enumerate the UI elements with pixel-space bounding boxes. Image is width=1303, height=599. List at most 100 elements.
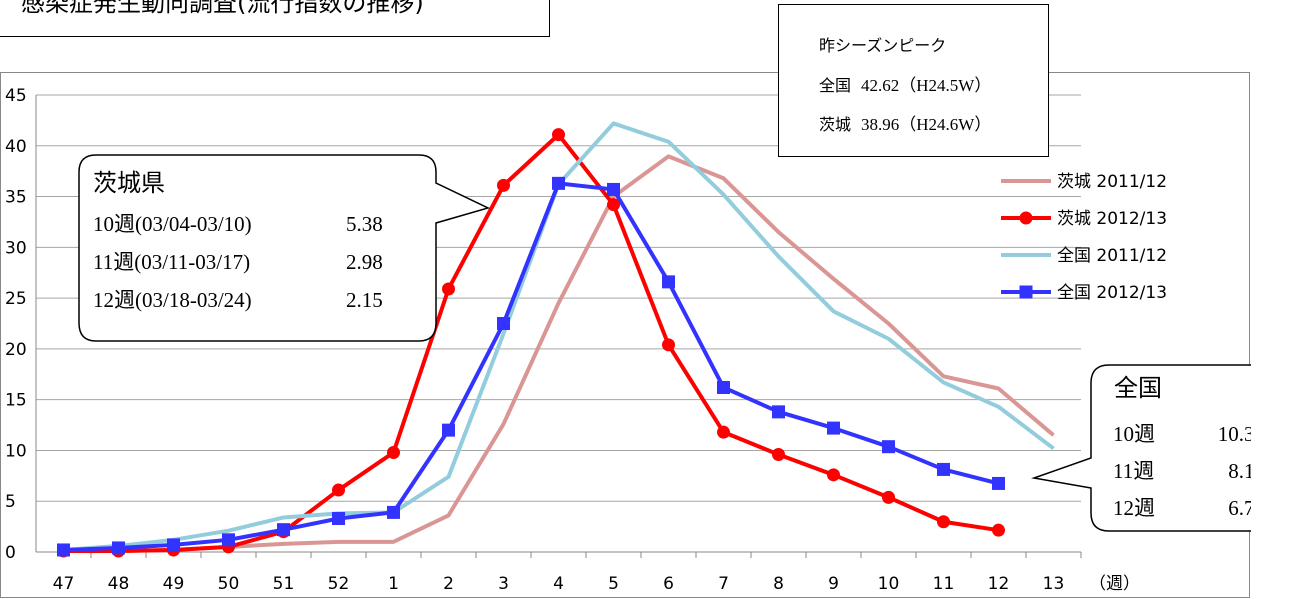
legend-label: 全国 2012/13 [1057,283,1167,303]
data-point [387,505,400,519]
x-tick-label: 50 [218,574,240,594]
x-tick-label: 4 [553,574,564,594]
x-tick-label: 9 [828,574,839,594]
y-tick-label: 45 [5,86,27,106]
y-tick-label: 40 [5,137,27,157]
data-point [662,275,675,289]
data-point [717,380,730,394]
y-tick-label: 0 [5,543,16,563]
peak-label-ibaraki: 茨城 [819,115,852,134]
y-tick-label: 10 [5,441,27,461]
data-point [332,483,345,497]
data-point [442,423,455,437]
x-tick-label: 11 [933,574,955,594]
y-tick-label: 35 [5,188,27,208]
peak-label-national: 全国 [819,76,852,95]
data-point [277,523,290,537]
ibaraki-callout-heading: 茨城県 [93,169,165,197]
series-lines [57,121,1055,558]
data-point [112,541,125,555]
peak-value-ibaraki: 38.96（H24.6W） [861,115,992,134]
y-tick-label: 15 [5,391,27,411]
data-point [882,490,895,504]
ibaraki-value-11: 2.98 [346,250,383,274]
x-tick-label: 52 [328,574,350,594]
data-point [607,198,620,212]
peak-value-national: 42.62（H24.5W） [861,76,992,95]
x-tick-label: 2 [443,574,454,594]
data-point [497,178,510,192]
x-tick-label: 1 [388,574,399,594]
x-tick-label: 6 [663,574,674,594]
data-point [772,405,785,419]
data-point [717,425,730,439]
previous-season-peak-box: 昨シーズンピーク 全国 42.62（H24.5W） 茨城 38.96（H24.6W） [778,4,1049,157]
chart-frame: 0 5 10 15 20 25 30 35 40 45 47 48 49 50 51 52 1 2 3 4 5 6 7 8 9… [0,72,1251,598]
x-tick-label: 5 [608,574,619,594]
legend-label: 茨城 2011/12 [1057,172,1167,192]
data-point [772,448,785,462]
national-value-10: 10.37 [1218,422,1251,446]
x-tick-label: 13 [1043,574,1065,594]
x-tick-label: 12 [988,574,1010,594]
x-tick-label: 51 [273,574,295,594]
legend-marker [1019,285,1033,299]
peak-row-national: 全国 42.62（H24.5W） [819,71,991,96]
y-axis-ticks: 0 5 10 15 20 25 30 35 40 45 [5,86,27,563]
national-callout: 全国 10週 10.37 11週 8.13 12週 6.75 [1031,364,1251,532]
speech-bubble [1031,364,1251,532]
x-tick-label: 49 [163,574,185,594]
data-point [882,440,895,454]
x-axis-label: （週） [1089,574,1140,594]
speech-bubble [78,154,491,342]
ibaraki-week-11: 11週(03/11-03/17) [93,250,250,274]
data-point [607,182,620,196]
data-point [937,515,950,529]
y-tick-label: 5 [5,492,16,512]
x-tick-label: 10 [878,574,900,594]
y-tick-label: 20 [5,340,27,360]
y-tick-label: 30 [5,238,27,258]
data-point [992,476,1005,490]
data-point [662,338,675,352]
data-point [937,462,950,476]
x-tick-label: 7 [718,574,729,594]
data-point [387,445,400,459]
ibaraki-week-12: 12週(03/18-03/24) [93,288,252,312]
national-value-12: 6.75 [1228,496,1251,520]
ibaraki-week-10: 10週(03/04-03/10) [93,212,252,236]
data-point [57,543,70,557]
peak-row-ibaraki: 茨城 38.96（H24.6W） [819,110,991,135]
ibaraki-value-10: 5.38 [346,212,383,236]
x-tick-label: 3 [498,574,509,594]
x-tick-label: 8 [773,574,784,594]
chart-title: 感染症発生動向調査(流行指数の推移) [0,0,550,37]
data-point [552,176,565,190]
national-callout-heading: 全国 [1114,374,1162,402]
legend-marker [1019,211,1033,225]
series-line-3 [63,181,999,552]
national-week-12: 12週 [1113,496,1155,520]
legend-label: 全国 2011/12 [1057,246,1167,266]
ibaraki-callout: 茨城県 10週(03/04-03/10) 5.38 11週(03/11-03/1… [78,154,491,342]
data-point [222,533,235,547]
data-point [552,128,565,142]
data-point [167,538,180,552]
x-tick-label: 48 [108,574,130,594]
national-week-10: 10週 [1113,422,1155,446]
y-tick-label: 25 [5,289,27,309]
data-point [497,317,510,330]
peak-heading: 昨シーズンピーク [819,36,947,55]
data-point [827,421,840,435]
ibaraki-value-12: 2.15 [346,288,383,312]
x-tick-label: 47 [53,574,75,594]
data-point [332,511,345,525]
national-week-11: 11週 [1113,459,1154,483]
series-line-1 [63,132,999,553]
legend: 茨城 2011/12 茨城 2012/13 全国 2011/12 全国 2012/13 [1001,172,1167,303]
national-value-11: 8.13 [1228,459,1251,483]
data-point [827,468,840,482]
legend-label: 茨城 2012/13 [1057,209,1167,229]
data-point [442,282,455,296]
